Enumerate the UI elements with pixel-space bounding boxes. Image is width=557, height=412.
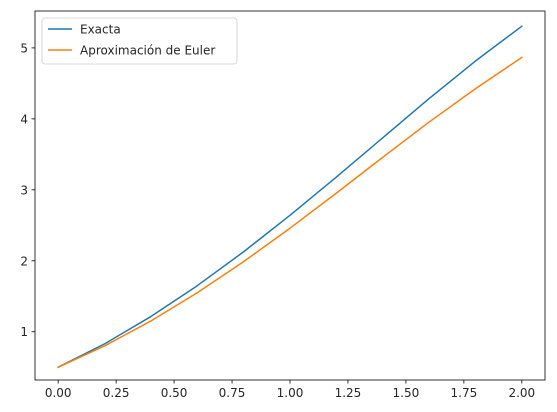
legend-box: [41, 17, 238, 65]
y-tick-label: 5: [20, 41, 28, 55]
series-lines: [57, 25, 523, 369]
x-tick-label: 1.75: [451, 386, 478, 400]
series-line-0: [57, 25, 523, 369]
y-tick-label: 4: [20, 112, 28, 126]
x-tick-label: 1.25: [335, 386, 362, 400]
plot-area: [34, 10, 546, 381]
x-tick-label: 0.50: [161, 386, 188, 400]
x-tick-label: 2.00: [508, 386, 535, 400]
x-tick-label: 0.25: [103, 386, 130, 400]
x-tick-label: 0.75: [219, 386, 246, 400]
series-line-1: [57, 56, 523, 369]
x-tick-label: 1.00: [277, 386, 304, 400]
legend: Exacta Aproximación de Euler: [41, 17, 238, 65]
axis-ticks: 0.00 0.25 0.50 0.75 1.00 1.25 1.50 1.75 2.00 1 2 3 4…: [20, 41, 535, 400]
y-tick-label: 3: [20, 183, 28, 197]
y-tick-label: 2: [20, 254, 28, 268]
legend-label-1: Aproximación de Euler: [80, 44, 215, 58]
legend-label-0: Exacta: [80, 23, 121, 37]
y-tick-label: 1: [20, 325, 28, 339]
x-tick-label: 1.50: [393, 386, 420, 400]
x-tick-label: 0.00: [45, 386, 72, 400]
